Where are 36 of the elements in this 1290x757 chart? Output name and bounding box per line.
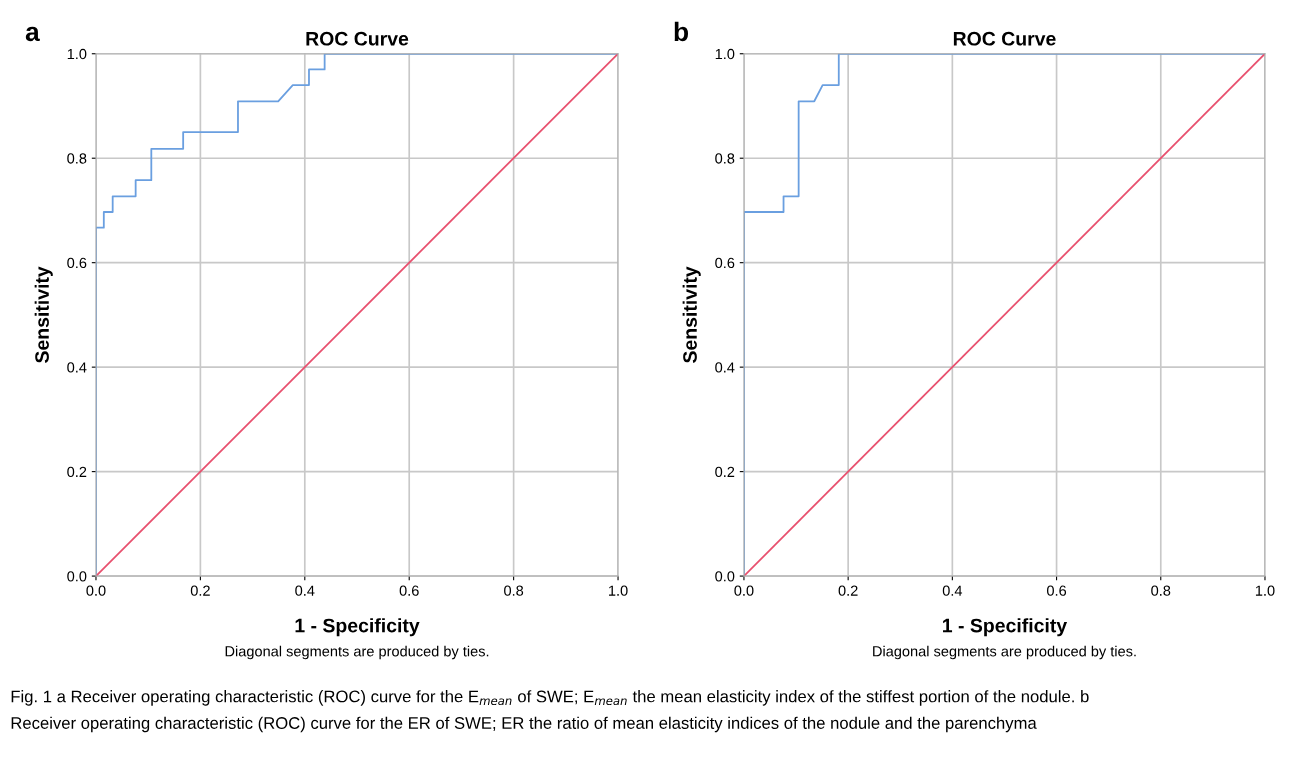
y-tick-label: 1.0 — [715, 48, 735, 60]
y-tick-label: 0.8 — [67, 153, 87, 164]
text: Diagonal segments are produced by ties. — [873, 645, 1136, 660]
y-tick-label: 0.0 — [67, 571, 87, 582]
x-tick-label: 0.8 — [504, 585, 524, 596]
x-tick-label: 0.0 — [86, 585, 106, 596]
y-tick-label: 0.4 — [715, 362, 735, 373]
text: Receiver operating characteristic (ROC) curve for the ER of SWE; ER the ratio of mean elasticity indices of the nodule and the parenchyma — [11, 716, 1037, 733]
text: Diagonal segments are produced by ties. — [225, 645, 489, 660]
x-axis-title: 1 - Specificity — [943, 618, 1068, 637]
text: a — [25, 26, 40, 42]
x-tick-label: 0.2 — [190, 585, 210, 596]
x-tick-label: 0.6 — [399, 585, 419, 596]
x-tick-label: 0.8 — [1151, 585, 1171, 596]
y-tick-label: 0.4 — [67, 362, 87, 373]
y-tick-label: 0.2 — [715, 466, 735, 478]
y-tick-label: 0.0 — [715, 571, 735, 582]
y-tick-label: 0.8 — [715, 153, 735, 164]
y-axis-title: Sensitivity — [682, 266, 701, 363]
y-tick-label: 1.0 — [67, 48, 87, 60]
chart-title: ROC Curve — [953, 31, 1056, 46]
y-tick-label: 0.6 — [715, 257, 735, 269]
y-axis-title: Sensitivity — [34, 266, 53, 363]
x-tick-label: 0.2 — [838, 585, 858, 596]
x-tick-label: 0.4 — [942, 585, 963, 596]
x-tick-label: 0.0 — [734, 585, 754, 596]
caption: Fig. 1 a Receiver operating characteristic (ROC) curve for the E$_{mean}$ of SWE; E$_{mean}$ the mean elasticity index of the stiffest portion of the nodule. b — [11, 690, 1089, 706]
x-tick-label: 0.6 — [1047, 585, 1067, 596]
x-axis-title: 1 - Specificity — [295, 618, 420, 637]
x-tick-label: 1.0 — [1255, 585, 1275, 596]
x-tick-label: 0.4 — [295, 585, 315, 596]
chart-title: ROC Curve — [306, 31, 409, 46]
x-tick-label: 1.0 — [609, 585, 628, 596]
y-tick-label: 0.6 — [67, 257, 87, 269]
y-tick-label: 0.2 — [67, 466, 87, 478]
text: b — [674, 21, 689, 42]
